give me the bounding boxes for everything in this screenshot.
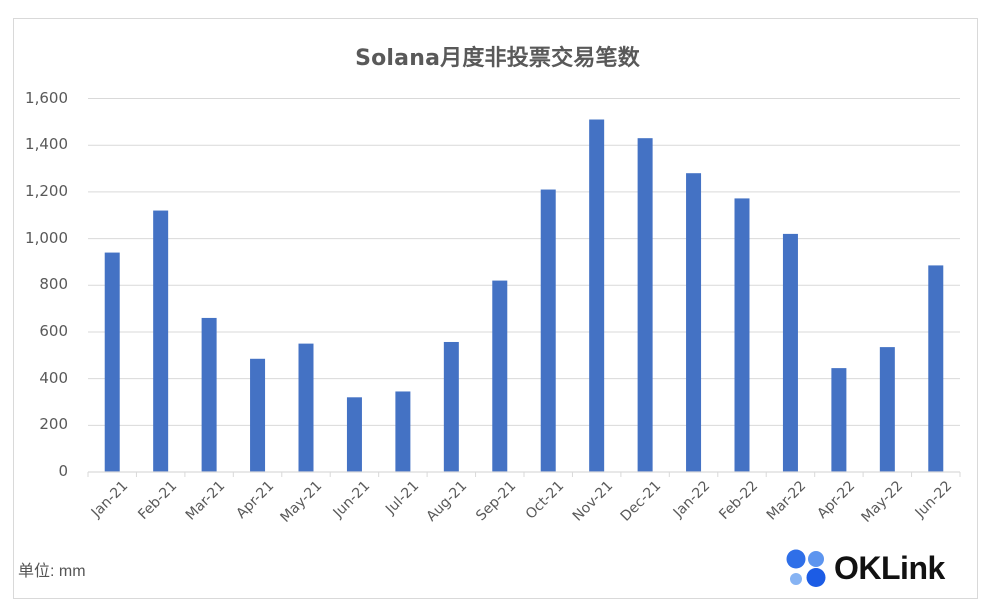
bar-nov-21 — [589, 119, 605, 473]
bar-mar-21 — [201, 317, 217, 472]
bars — [104, 119, 944, 473]
bar-feb-21 — [153, 210, 169, 473]
y-tick-label: 800 — [39, 275, 68, 294]
gridlines — [88, 98, 960, 426]
bar-may-22 — [879, 347, 895, 472]
chart-title: Solana月度非投票交易笔数 — [355, 46, 640, 71]
bar-oct-21 — [540, 189, 556, 472]
y-tick-label: 600 — [39, 321, 68, 340]
y-tick-label: 400 — [39, 368, 68, 387]
x-axis — [87, 471, 961, 477]
bar-apr-21 — [250, 358, 266, 472]
y-tick-label: 1,200 — [25, 181, 68, 200]
bar-dec-21 — [637, 138, 653, 472]
bar-sep-21 — [492, 280, 508, 472]
bar-aug-21 — [443, 341, 459, 472]
logo-text: OKLink — [834, 550, 945, 586]
bar-jun-21 — [346, 397, 362, 472]
bar-jun-22 — [928, 265, 944, 472]
y-tick-label: 200 — [39, 415, 68, 434]
bar-mar-22 — [782, 233, 798, 472]
bar-jul-21 — [395, 391, 411, 472]
bar-may-21 — [298, 343, 314, 472]
bar-jan-21 — [104, 252, 120, 472]
y-tick-label: 1,000 — [25, 228, 68, 247]
y-tick-label: 1,600 — [25, 88, 68, 107]
bar-feb-22 — [734, 198, 750, 472]
y-tick-label: 0 — [58, 462, 68, 480]
y-tick-label: 1,400 — [25, 135, 68, 154]
oklink-dots-icon — [786, 549, 826, 587]
bar-apr-22 — [831, 368, 847, 472]
unit-note: 单位: mm — [18, 563, 86, 580]
oklink-logo: OKLink — [786, 549, 956, 589]
bar-jan-22 — [686, 173, 702, 472]
